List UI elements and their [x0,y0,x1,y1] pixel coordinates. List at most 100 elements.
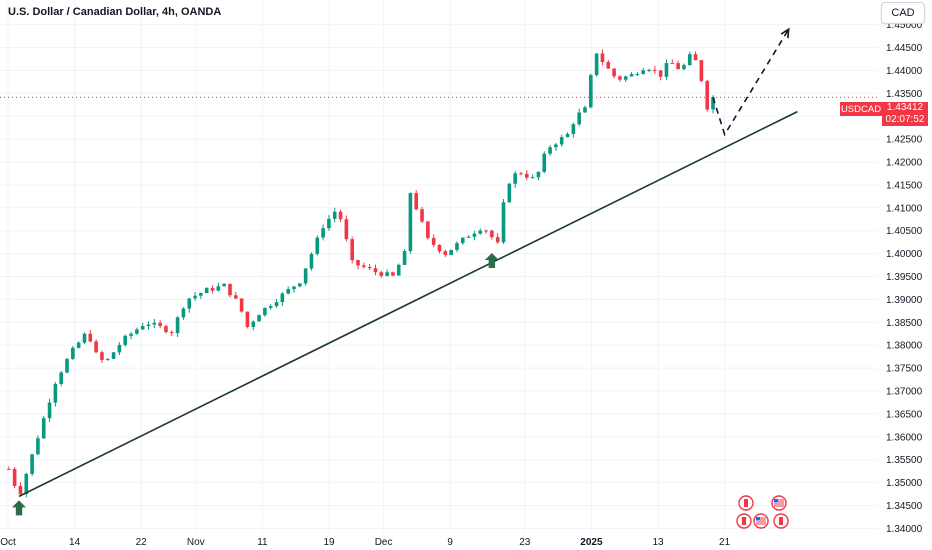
candle-body [379,272,384,276]
candle-body [524,173,529,178]
time-tick-label: 23 [519,537,531,548]
price-tick-label: 1.37000 [886,387,923,398]
candle-body [88,333,93,342]
candle-body [571,124,576,134]
price-tick-label: 1.36000 [886,432,923,443]
candle-body [292,286,296,290]
projection-arrow-head [780,27,790,39]
candle-body [332,211,337,219]
candle-body [612,68,616,77]
price-tick-label: 1.39000 [886,295,923,306]
candle-body [443,251,448,255]
candle-body [693,54,698,61]
candle-body [152,322,157,325]
candle-body [554,144,558,148]
candle-body [100,352,104,360]
candle-body [664,63,669,77]
candle-body [676,63,680,70]
candle-body [105,358,110,360]
pivot-up-arrow-icon [12,500,26,516]
candle-body [653,69,657,71]
us-flag-icon[interactable] [771,495,787,511]
time-tick-label: 11 [257,537,268,548]
candle-body [30,454,34,474]
candle-body [315,237,320,254]
price-tick-label: 1.42500 [886,135,923,146]
candle-body [158,322,162,327]
last-price-label: 1.43412 02:07:52 [882,102,928,126]
economic-events[interactable] [736,495,789,529]
candle-body [94,341,98,353]
price-tick-label: 1.34500 [886,501,923,512]
candle-body [501,202,506,243]
last-price-value: 1.43412 [886,102,924,113]
candle-body [111,352,116,359]
candle-body [490,230,494,238]
candle-body [594,53,599,76]
canada-flag-icon[interactable] [736,513,752,529]
projection-path[interactable] [712,28,790,137]
time-tick-label: Oct [0,537,16,548]
trendline[interactable] [18,110,798,498]
candle-body [286,289,290,294]
time-tick-label: 21 [719,537,731,548]
candle-body [449,249,453,255]
candle-body [298,283,302,287]
candle-body [175,317,180,334]
price-tick-label: 1.41500 [886,180,923,191]
canada-flag-icon[interactable] [738,495,754,511]
price-tick-label: 1.44500 [886,43,923,54]
candle-body [606,62,611,69]
time-tick-label: 19 [323,537,335,548]
candle-body [321,228,325,238]
candle-body [41,418,46,439]
candle-body [484,230,488,232]
canada-flag-icon[interactable] [773,513,789,529]
candle-body [513,173,517,184]
candle-body [589,75,593,108]
candle-body [239,298,244,312]
price-tick-label: 1.43500 [886,89,923,100]
candle-body [71,347,75,359]
candle-body [367,267,372,269]
candle-body [542,153,547,172]
candle-body [274,302,279,307]
candle-body [181,308,186,318]
candle-body [356,260,360,266]
candle-body [455,243,459,250]
time-tick-label: 2025 [580,537,603,548]
candle-body [140,326,145,330]
price-tick-label: 1.38500 [886,318,923,329]
us-flag-icon[interactable] [753,513,769,529]
price-axis-background [878,0,932,550]
candle-body [228,283,232,296]
candle-body [350,239,354,261]
time-axis[interactable]: Oct 14 22 Nov 11 19 Dec 9 23 2025 13 21 [0,537,730,548]
currency-button[interactable]: CAD [881,2,925,24]
candle-body [583,107,587,113]
candle-body [59,372,63,384]
price-tick-label: 1.40500 [886,226,923,237]
time-tick-label: 22 [136,537,148,548]
price-tick-label: 1.35000 [886,478,923,489]
candle-body [414,193,419,210]
candle-body [233,295,238,299]
candle-body [705,80,710,110]
candle-body [402,251,407,265]
price-axis[interactable]: 1.450001.445001.440001.435001.430001.425… [878,0,932,550]
candle-body [65,358,69,373]
candle-body [135,329,139,334]
candle-body [344,219,349,240]
candle-body [600,53,605,63]
candle-body [687,54,692,66]
candle-body [47,402,52,419]
price-tick-label: 1.44000 [886,66,923,77]
candle-body [396,264,401,276]
candle-body [536,171,541,178]
candle-body [647,69,651,71]
candle-body [362,265,366,268]
time-tick-label: 13 [652,537,664,548]
candle-body [629,74,634,77]
candle-body [618,76,622,80]
